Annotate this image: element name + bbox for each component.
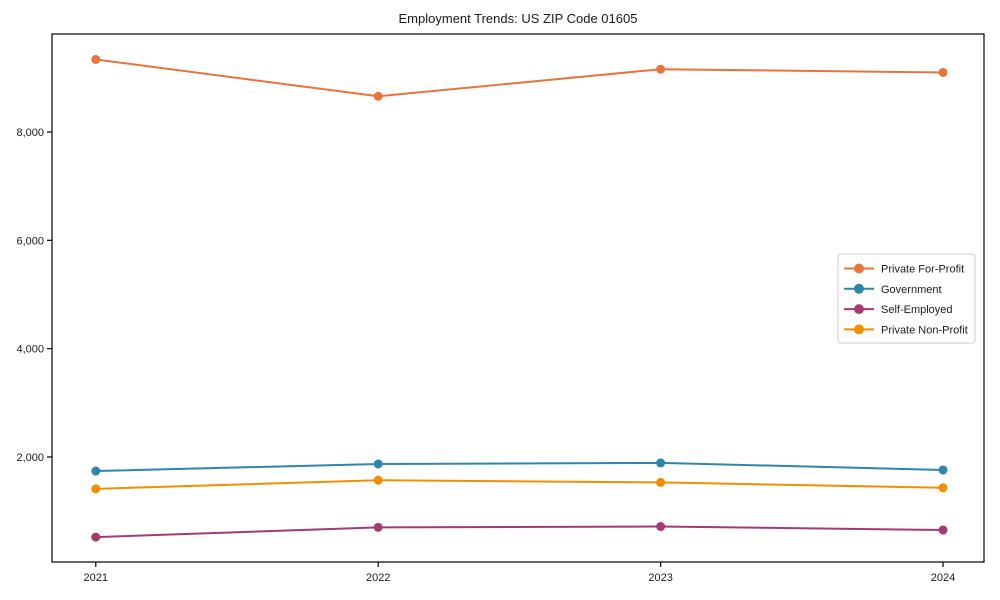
series-marker-private-for-profit (373, 91, 383, 101)
series-marker-private-non-profit (373, 475, 383, 485)
series-marker-private-non-profit (656, 477, 666, 487)
legend-box (837, 253, 976, 344)
series-marker-self-employed (373, 522, 383, 532)
x-tick-label: 2023 (648, 572, 672, 584)
series-marker-private-non-profit (938, 483, 948, 493)
legend-label: Private Non-Profit (881, 324, 968, 336)
x-tick-label: 2024 (931, 572, 955, 584)
legend-label: Private For-Profit (881, 264, 964, 276)
series-marker-self-employed (91, 532, 101, 542)
series-marker-private-for-profit (91, 54, 101, 64)
series-line-private-non-profit (94, 479, 945, 490)
legend-marker-sample (854, 304, 864, 315)
series-line-private-for-profit (94, 58, 945, 98)
series-marker-government (373, 459, 383, 469)
series-marker-private-for-profit (656, 64, 666, 74)
series-marker-self-employed (938, 525, 948, 535)
series-marker-government (938, 465, 948, 475)
legend-marker-sample (854, 283, 864, 294)
x-tick-label: 2021 (84, 572, 108, 584)
legend-marker-sample (854, 263, 864, 274)
y-tick-label: 2,000 (16, 452, 44, 464)
series-marker-self-employed (656, 522, 666, 532)
series-marker-government (91, 466, 101, 476)
series-marker-private-for-profit (938, 67, 948, 77)
plot-area: 2,000 4,000 6,000 8,000 2021 2022 2023 2024 (16, 33, 985, 584)
series-marker-private-non-profit (91, 484, 101, 494)
series-line-self-employed (94, 525, 945, 539)
axes-frame (51, 33, 985, 563)
legend-marker-sample (854, 324, 864, 335)
y-tick-label: 6,000 (16, 235, 44, 247)
series-line-government (94, 461, 945, 473)
legend-label: Self-Employed (881, 304, 953, 316)
x-tick-label: 2022 (366, 572, 390, 584)
legend-label: Government (881, 284, 942, 296)
y-tick-label: 4,000 (16, 344, 44, 356)
series-marker-government (656, 458, 666, 468)
chart-title: Employment Trends: US ZIP Code 01605 (399, 11, 638, 26)
chart-legend: Private For-Profit Government Self-Employe… (837, 253, 976, 344)
y-tick-label: 8,000 (16, 127, 44, 139)
